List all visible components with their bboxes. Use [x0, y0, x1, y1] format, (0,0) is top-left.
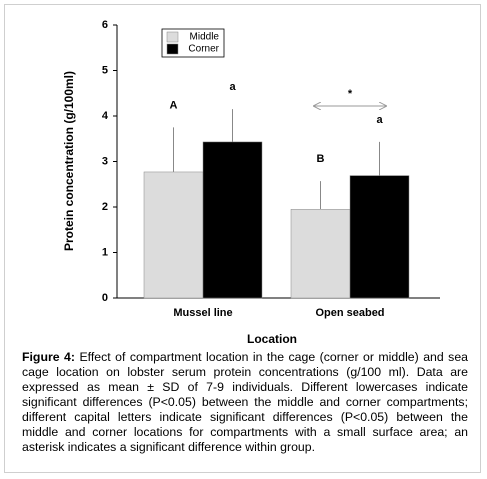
legend-label: Middle	[190, 32, 220, 43]
chart: * Location Protein concentration (g/100m…	[62, 19, 440, 345]
y-axis-label: Protein concentration (g/100ml)	[62, 71, 76, 251]
y-tick-label: 0	[102, 292, 108, 304]
legend-swatch	[166, 43, 179, 55]
legend-label: Corner	[188, 44, 219, 55]
bar	[143, 171, 204, 299]
y-tick-label: 2	[102, 201, 108, 213]
significance-letter: A	[170, 99, 178, 111]
y-tick-label: 6	[102, 19, 108, 31]
figure	[4, 4, 481, 473]
bar	[290, 209, 351, 299]
y-tick-label: 4	[102, 110, 109, 122]
y-tick-label: 5	[102, 64, 108, 76]
x-tick-label: Mussel line	[173, 307, 232, 319]
legend-swatch	[166, 31, 179, 43]
caption-text: Effect of compartment location in the ca…	[22, 350, 469, 454]
caption: Figure 4: Effect of compartment location…	[22, 350, 468, 455]
y-tick-label: 3	[102, 155, 108, 167]
significance-letter: B	[317, 153, 325, 165]
bar	[349, 175, 410, 299]
bar	[202, 141, 263, 299]
significance-letter: a	[229, 81, 236, 93]
asterisk: *	[348, 88, 353, 100]
y-tick-label: 1	[102, 246, 108, 258]
x-axis-label: Location	[247, 332, 297, 345]
caption-label: Figure 4:	[22, 350, 75, 364]
x-tick-label: Open seabed	[315, 307, 384, 319]
significance-letter: a	[376, 114, 383, 126]
